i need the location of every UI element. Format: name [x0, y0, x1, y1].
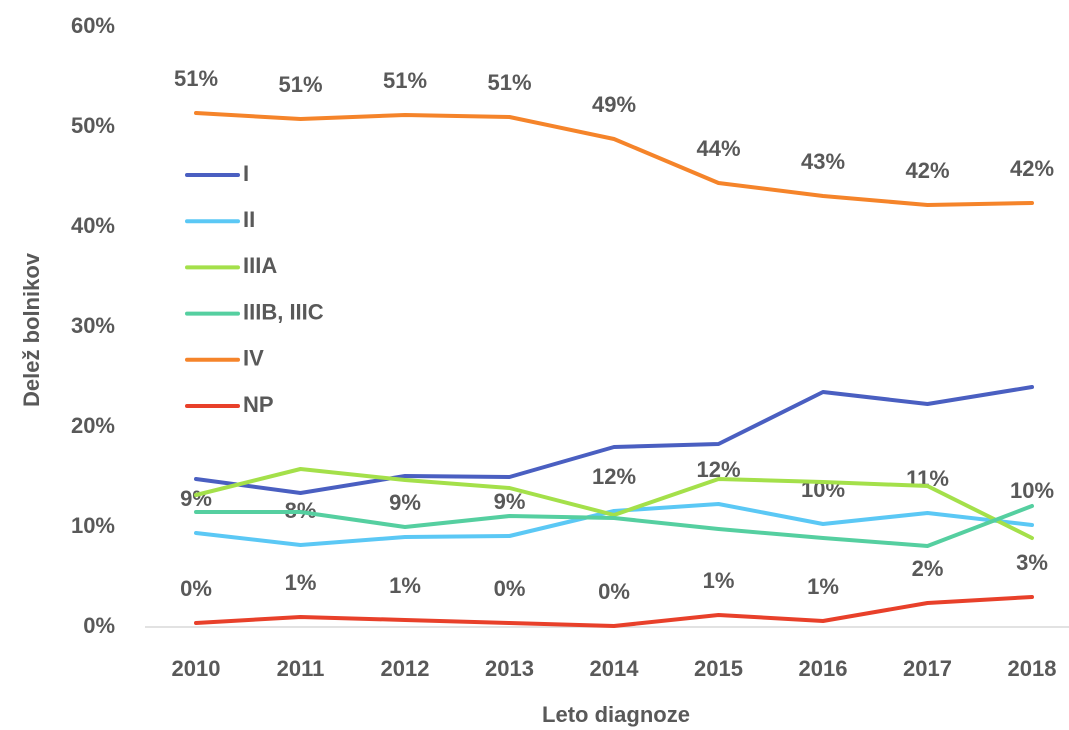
data-label: 0% — [180, 576, 212, 601]
series-line — [194, 385, 1034, 495]
data-label: 3% — [1016, 550, 1048, 575]
data-label: 43% — [801, 149, 845, 174]
data-label: 1% — [285, 570, 317, 595]
y-tick-label: 0% — [83, 613, 115, 638]
data-label: 0% — [494, 576, 526, 601]
x-tick-label: 2016 — [799, 656, 848, 681]
data-label: 9% — [494, 489, 526, 514]
series-line — [194, 502, 1034, 547]
series-line — [194, 504, 1034, 548]
data-label: 9% — [389, 490, 421, 515]
data-label: 1% — [703, 568, 735, 593]
x-tick-label: 2015 — [694, 656, 743, 681]
x-tick-label: 2010 — [172, 656, 221, 681]
data-label: 49% — [592, 92, 636, 117]
x-tick-label: 2018 — [1008, 656, 1057, 681]
data-label: 51% — [383, 68, 427, 93]
legend-label: I — [243, 161, 249, 186]
legend-label: NP — [243, 392, 274, 417]
data-label: 51% — [487, 70, 531, 95]
data-label: 44% — [696, 136, 740, 161]
y-axis-title: Delež bolnikov — [19, 252, 44, 407]
data-label: 1% — [389, 573, 421, 598]
y-tick-label: 30% — [71, 313, 115, 338]
data-label: 9% — [180, 486, 212, 511]
data-label: 42% — [1010, 156, 1054, 181]
data-label: 1% — [807, 574, 839, 599]
legend-label: IV — [243, 346, 264, 371]
data-label: 51% — [278, 72, 322, 97]
legend-label: IIIA — [243, 253, 277, 278]
y-tick-label: 40% — [71, 213, 115, 238]
x-tick-label: 2014 — [590, 656, 640, 681]
data-label: 12% — [592, 464, 636, 489]
data-label: 51% — [174, 66, 218, 91]
x-tick-label: 2012 — [381, 656, 430, 681]
series-line — [194, 467, 1034, 540]
data-label: 0% — [598, 579, 630, 604]
legend-label: II — [243, 207, 255, 232]
series-line — [194, 595, 1034, 628]
y-tick-label: 10% — [71, 513, 115, 538]
x-tick-label: 2013 — [485, 656, 534, 681]
data-label: 2% — [912, 556, 944, 581]
series-line — [194, 111, 1034, 207]
x-tick-label: 2011 — [277, 656, 325, 681]
y-tick-label: 60% — [71, 13, 115, 38]
y-tick-label: 50% — [71, 113, 115, 138]
x-tick-label: 2017 — [903, 656, 952, 681]
x-axis-title: Leto diagnoze — [542, 702, 690, 727]
y-tick-label: 20% — [71, 413, 115, 438]
data-label: 10% — [1010, 478, 1054, 503]
data-label: 42% — [905, 158, 949, 183]
legend-label: IIIB, IIIC — [243, 299, 324, 324]
